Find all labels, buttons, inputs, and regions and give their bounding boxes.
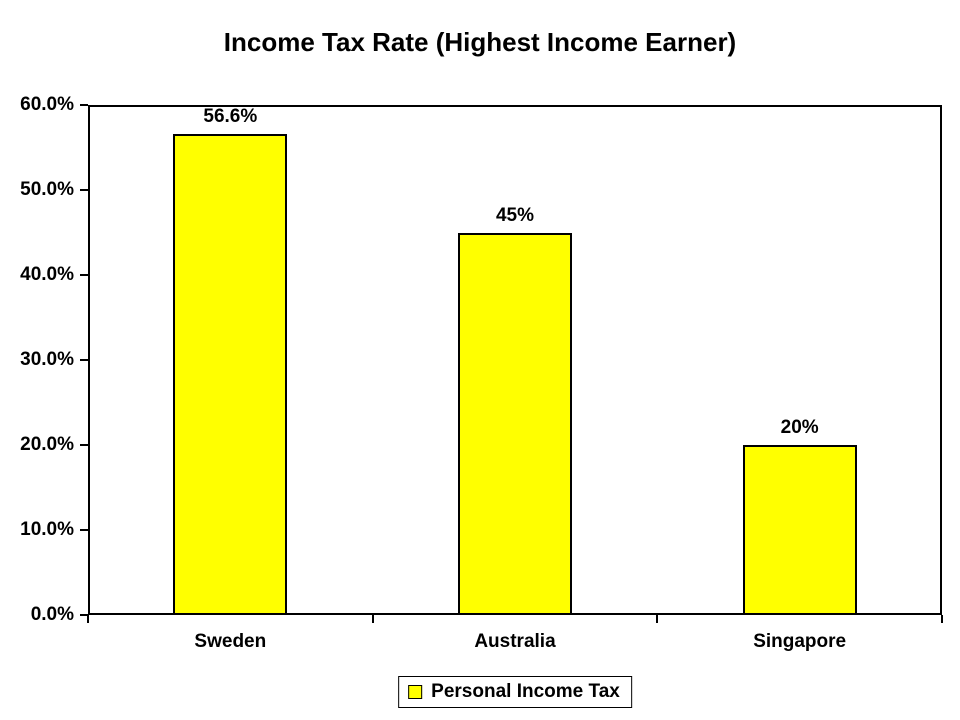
y-axis-tick-label: 60.0% <box>20 94 74 115</box>
y-axis-tick-mark <box>80 274 88 276</box>
bar <box>458 232 572 615</box>
y-axis-tick-mark <box>80 104 88 106</box>
y-axis-tick-label: 50.0% <box>20 179 74 200</box>
y-axis-tick-label: 20.0% <box>20 434 74 455</box>
legend-swatch-icon <box>408 685 423 699</box>
x-axis-tick-mark <box>656 615 659 623</box>
y-axis-tick-mark <box>80 189 88 191</box>
y-axis-tick-label: 10.0% <box>20 519 74 540</box>
bar-value-label: 20% <box>780 417 819 438</box>
bar-value-label: 45% <box>495 204 535 226</box>
y-axis-tick-label: 30.0% <box>20 349 74 370</box>
legend-label: Personal Income Tax <box>431 681 620 702</box>
bar-value-label: 56.6% <box>203 105 258 127</box>
x-axis-tick-mark <box>371 615 374 623</box>
x-axis-category-label: Sweden <box>194 631 267 652</box>
x-axis-category-label: Singapore <box>753 631 847 652</box>
chart-title: Income Tax Rate (Highest Income Earner) <box>223 27 737 57</box>
y-axis-tick-mark <box>80 529 88 531</box>
x-axis-tick-mark <box>87 615 89 623</box>
y-axis-tick-mark <box>80 444 88 446</box>
y-axis-tick-label: 0.0% <box>30 604 74 625</box>
y-axis-tick-mark <box>80 359 88 361</box>
bar <box>742 445 857 615</box>
x-axis-tick-mark <box>941 615 943 623</box>
bar <box>173 133 288 615</box>
x-axis-category-label: Australia <box>474 631 556 652</box>
y-axis-tick-label: 40.0% <box>20 264 74 285</box>
y-axis-tick-mark <box>80 614 88 616</box>
legend: Personal Income Tax <box>398 676 632 708</box>
